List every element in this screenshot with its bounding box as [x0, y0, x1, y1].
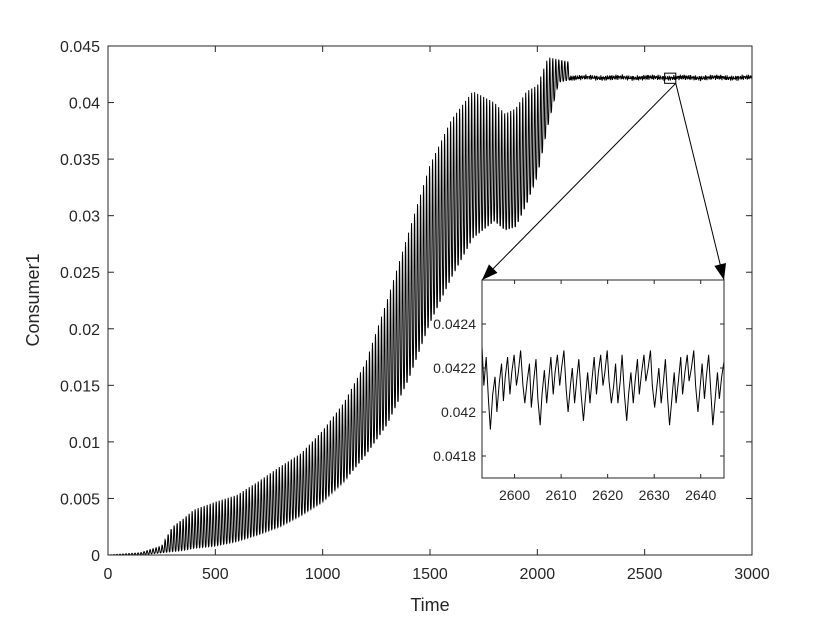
- main-y-tick-label: 0.04: [69, 96, 100, 113]
- main-y-ticks: 0 0.005 0.01 0.015 0.02 0.025 0.03 0.035 0.04 0.0…: [60, 39, 752, 565]
- main-x-tick-label: 0: [104, 566, 113, 583]
- main-y-tick-label: 0.02: [69, 322, 100, 339]
- inset-axes: 2600 2610 2620 2630 2640 0.04180.0420.04220.…: [433, 279, 725, 503]
- y-axis-label: Consumer1: [23, 253, 43, 346]
- zoom-arrow-right: [675, 83, 725, 281]
- inset-y-tick-label: 0.042: [441, 404, 476, 420]
- inset-y-tick-label: 0.0418: [433, 448, 476, 464]
- inset-x-tick-label: 2630: [639, 487, 670, 503]
- zoom-box: [664, 72, 677, 84]
- inset-x-tick-label: 2610: [546, 487, 577, 503]
- inset-x-tick-label: 2620: [592, 487, 623, 503]
- inset-x-tick-label: 2640: [685, 487, 716, 503]
- zoom-arrow-left: [481, 82, 677, 281]
- main-y-tick-label: 0.025: [60, 265, 100, 282]
- zoom-arrowhead-left: [482, 264, 498, 280]
- main-y-tick-label: 0.03: [69, 209, 100, 226]
- main-y-tick-label: 0.035: [60, 152, 100, 169]
- x-axis-label: Time: [410, 595, 449, 615]
- main-x-tick-label: 3000: [734, 566, 770, 583]
- inset-y-ticks: 0.0418 0.042 0.0422 0.0424: [433, 316, 724, 464]
- inset-plot-frame: [481, 279, 725, 479]
- inset-x-ticks: 2600 2610 2620 2630 2640: [499, 280, 717, 503]
- main-x-ticks: 0 500 1000 1500 2000 2500 3000: [104, 46, 770, 583]
- main-y-tick-label: 0.01: [69, 435, 100, 452]
- inset-x-tick-label: 2600: [499, 487, 530, 503]
- main-series-line: [107, 57, 753, 556]
- inset-y-tick-label: 0.0424: [433, 316, 476, 332]
- main-y-tick-label: 0: [91, 548, 100, 565]
- main-x-tick-label: 1500: [412, 566, 448, 583]
- main-x-tick-label: 500: [202, 566, 229, 583]
- zoom-arrowhead-right: [714, 263, 727, 280]
- main-x-tick-label: 1000: [305, 566, 341, 583]
- inset-series-line: [481, 345, 725, 430]
- main-y-tick-label: 0.005: [60, 491, 100, 508]
- zoom-indicator: [481, 72, 727, 281]
- inset-y-tick-label: 0.0422: [433, 360, 476, 376]
- main-x-tick-label: 2500: [627, 566, 663, 583]
- main-x-tick-label: 2000: [520, 566, 556, 583]
- main-y-tick-label: 0.045: [60, 39, 100, 56]
- main-y-tick-label: 0.015: [60, 378, 100, 395]
